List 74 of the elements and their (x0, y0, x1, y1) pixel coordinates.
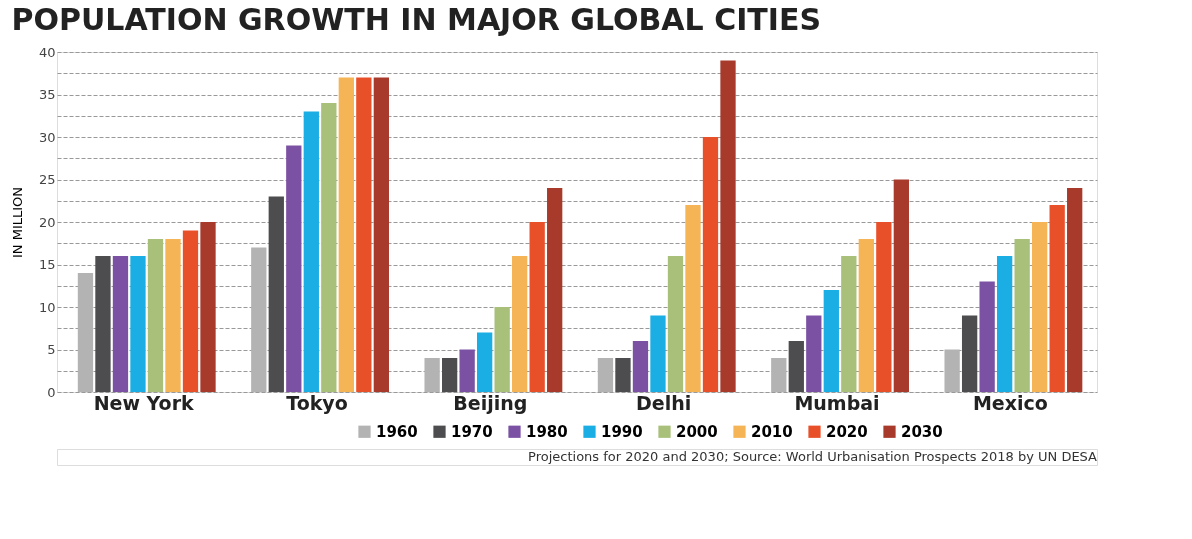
bar (268, 196, 284, 392)
x-tick-label: New York (93, 391, 195, 414)
bar (373, 77, 389, 392)
bar (944, 349, 960, 392)
bar (597, 358, 614, 392)
bar (441, 358, 458, 392)
legend-label: 1990 (601, 422, 643, 441)
y-tick-label: 15 (38, 257, 56, 272)
legend-label: 2030 (901, 422, 943, 441)
legend-label: 1980 (526, 422, 568, 441)
y-tick-label: 0 (47, 384, 56, 400)
bar (806, 315, 822, 392)
bar (650, 315, 666, 392)
bar (788, 341, 804, 392)
bar (823, 290, 839, 392)
bar (1049, 205, 1065, 392)
legend-label: 2010 (751, 422, 793, 441)
legend-label: 2020 (826, 422, 868, 441)
bar (476, 332, 493, 392)
legend-label: 1970 (451, 422, 493, 441)
bar (632, 341, 649, 392)
bar (979, 281, 995, 392)
bar (182, 230, 199, 392)
y-axis-title: IN MILLION (9, 186, 25, 259)
y-tick-label: 35 (38, 87, 56, 102)
x-tick-label: Mumbai (794, 391, 880, 414)
x-tick-label: Tokyo (286, 391, 348, 414)
y-tick-label: 5 (47, 342, 56, 357)
y-tick-label: 30 (38, 129, 56, 145)
bar (1032, 222, 1048, 392)
bar (112, 256, 129, 392)
x-tick-label: Beijing (453, 391, 528, 414)
y-tick-label: 20 (38, 214, 56, 230)
bar (1067, 188, 1083, 392)
bar (130, 256, 146, 392)
y-tick-label: 25 (38, 172, 56, 187)
bar (356, 77, 372, 392)
y-tick-label: 10 (38, 299, 56, 315)
bar (529, 222, 545, 392)
x-tick-label: Delhi (636, 391, 692, 414)
bar (494, 307, 510, 392)
bar (771, 358, 787, 392)
bar (338, 77, 354, 392)
bar (685, 205, 701, 392)
bar (459, 349, 475, 392)
bar (95, 256, 111, 392)
bar (200, 222, 216, 392)
bar (720, 60, 736, 392)
legend-label: 1960 (376, 422, 418, 441)
bar (251, 247, 267, 392)
y-tick-label: 40 (38, 44, 56, 60)
bar (512, 256, 528, 392)
bar (1014, 239, 1030, 392)
bar (77, 273, 94, 392)
bar (286, 145, 302, 392)
bar (841, 256, 857, 392)
bar (424, 358, 440, 392)
bar (996, 256, 1013, 392)
bar (165, 239, 181, 392)
bar (702, 137, 719, 392)
bar (858, 239, 874, 392)
chart-title: POPULATION GROWTH IN MAJOR GLOBAL CITIES (11, 2, 822, 37)
bar (893, 179, 909, 392)
legend-label: 2000 (676, 422, 718, 441)
text: Projections for 2020 and 2030; Source: World Urbanisation Prospects 2018 by UN DESA (528, 449, 1098, 464)
bar (547, 188, 563, 392)
bar (147, 239, 164, 392)
bar (321, 103, 337, 392)
bar (615, 358, 631, 392)
bar (961, 315, 978, 392)
bar (667, 256, 684, 392)
bar (303, 111, 319, 392)
x-tick-label: Mexico (972, 391, 1048, 414)
bar (876, 222, 892, 392)
